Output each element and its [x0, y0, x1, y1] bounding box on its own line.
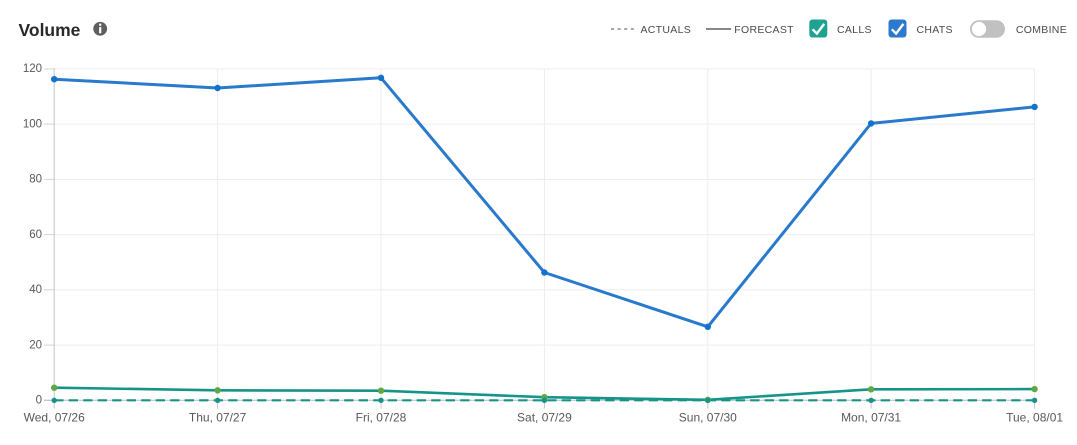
svg-text:60: 60	[29, 229, 42, 241]
svg-text:80: 80	[29, 174, 42, 186]
svg-text:FORECAST: FORECAST	[734, 24, 794, 36]
svg-text:40: 40	[29, 284, 42, 296]
svg-text:COMBINE: COMBINE	[1016, 24, 1067, 36]
svg-text:Sun, 07/30: Sun, 07/30	[679, 411, 737, 425]
svg-text:120: 120	[23, 63, 42, 75]
svg-text:ACTUALS: ACTUALS	[641, 24, 692, 36]
svg-text:Wed, 07/26: Wed, 07/26	[24, 411, 85, 425]
svg-text:CALLS: CALLS	[837, 24, 872, 36]
svg-text:Fri, 07/28: Fri, 07/28	[356, 411, 407, 425]
svg-text:0: 0	[36, 395, 42, 407]
svg-text:CHATS: CHATS	[917, 24, 953, 36]
svg-text:100: 100	[23, 118, 42, 130]
svg-text:20: 20	[29, 339, 42, 351]
svg-text:Thu, 07/27: Thu, 07/27	[189, 411, 247, 425]
svg-text:Sat, 07/29: Sat, 07/29	[517, 411, 572, 425]
svg-text:Tue, 08/01: Tue, 08/01	[1006, 411, 1063, 425]
svg-text:Mon, 07/31: Mon, 07/31	[841, 411, 901, 425]
